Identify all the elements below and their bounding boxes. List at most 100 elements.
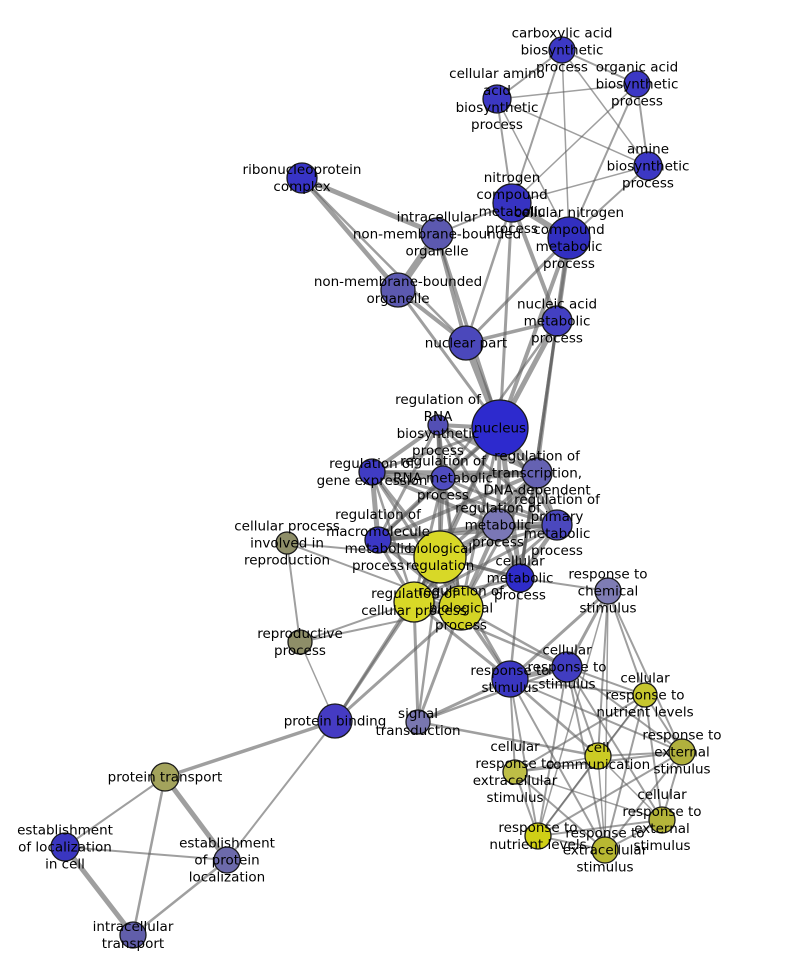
node-label-rextra: response to extracellular stimulus bbox=[563, 826, 648, 876]
edge-namp-ncmp bbox=[510, 201, 559, 323]
edge-oab-ncmp bbox=[511, 83, 638, 204]
edge-comm-crexternal bbox=[597, 755, 663, 821]
edge-rrnamet-rpmp bbox=[441, 476, 559, 527]
node-rext[interactable] bbox=[668, 738, 696, 766]
edge-rnp-nmbo bbox=[299, 175, 401, 293]
node-cmp[interactable] bbox=[505, 563, 535, 593]
node-rstim[interactable] bbox=[491, 660, 529, 698]
node-rchem[interactable] bbox=[594, 577, 622, 605]
edge-rnp-npart bbox=[300, 176, 468, 345]
node-nmbo[interactable] bbox=[380, 272, 416, 308]
edge-rext-rextra bbox=[604, 751, 683, 851]
edge-rgexp-rmp bbox=[370, 470, 500, 527]
node-npart[interactable] bbox=[448, 325, 484, 361]
node-crnl[interactable] bbox=[632, 682, 658, 708]
node-comm[interactable] bbox=[584, 742, 612, 770]
node-bioreg[interactable] bbox=[413, 530, 467, 584]
edge-epl-itrans bbox=[131, 858, 229, 937]
edge-rbp-pbind bbox=[333, 606, 463, 723]
node-label-crnl: cellular response to nutrient levels bbox=[596, 671, 693, 721]
edge-rchem-rextra bbox=[604, 590, 609, 851]
edge-crnl-crextra bbox=[514, 694, 646, 773]
node-label-rcp: regulation of cellular process bbox=[361, 586, 467, 619]
node-label-amine: amine biosynthetic process bbox=[607, 142, 690, 192]
node-itrans[interactable] bbox=[119, 921, 147, 949]
edge-pbind-epl bbox=[226, 720, 336, 861]
node-label-namp: nucleic acid metabolic process bbox=[517, 297, 597, 347]
edge-crstim-rext bbox=[566, 666, 683, 753]
node-inmbo[interactable] bbox=[420, 217, 454, 251]
node-elic[interactable] bbox=[50, 832, 80, 862]
edge-cab-cncmp bbox=[561, 49, 570, 239]
node-nucleus[interactable] bbox=[471, 399, 529, 457]
node-label-repro: reproductive process bbox=[257, 626, 343, 659]
node-rpmp[interactable] bbox=[541, 509, 573, 541]
node-sigt[interactable] bbox=[405, 709, 431, 735]
node-crextra[interactable] bbox=[502, 759, 528, 785]
node-rextra[interactable] bbox=[591, 836, 619, 864]
edge-caab-cncmp bbox=[496, 98, 570, 239]
node-ncmp[interactable] bbox=[492, 183, 532, 223]
node-cpir[interactable] bbox=[275, 531, 299, 555]
node-ptrans[interactable] bbox=[150, 762, 180, 792]
node-label-pbind: protein binding bbox=[284, 714, 387, 730]
node-crexternal[interactable] bbox=[648, 806, 676, 834]
node-label-epl: establishment of protein localization bbox=[179, 836, 275, 886]
node-oab[interactable] bbox=[623, 70, 651, 98]
node-label-oab: organic acid biosynthetic process bbox=[596, 60, 679, 110]
node-rmacmp[interactable] bbox=[364, 526, 392, 554]
node-rtdna[interactable] bbox=[521, 457, 553, 489]
edge-crstim-crexternal bbox=[566, 666, 663, 821]
node-crstim[interactable] bbox=[551, 651, 583, 683]
node-cab[interactable] bbox=[548, 36, 576, 64]
node-label-rstim: response to stimulus bbox=[470, 663, 549, 696]
node-rgexp[interactable] bbox=[358, 458, 386, 486]
node-rrnamet[interactable] bbox=[430, 465, 456, 491]
node-epl[interactable] bbox=[213, 846, 241, 874]
edge-rstim-rchem bbox=[508, 589, 610, 681]
edge-cab-oab bbox=[561, 49, 638, 85]
edge-rchem-rnl bbox=[537, 590, 609, 837]
edge-sigt-crstim bbox=[416, 665, 569, 724]
node-pbind[interactable] bbox=[317, 703, 353, 739]
node-label-rtdna: regulation of transcription, DNA-dependent bbox=[483, 449, 590, 499]
edge-rext-rnl bbox=[537, 751, 683, 837]
node-label-inmbo: intracellular non-membrane-bounded organel… bbox=[353, 210, 521, 260]
node-label-cab: carboxylic acid biosynthetic process bbox=[512, 26, 613, 76]
edge-cab-amine bbox=[561, 49, 649, 167]
edge-ptrans-epl bbox=[162, 774, 230, 863]
node-label-rmp: regulation of metabolic process bbox=[455, 501, 542, 551]
edge-cmp-rchem bbox=[519, 577, 609, 592]
node-namp[interactable] bbox=[541, 305, 573, 337]
node-label-rchem: response to chemical stimulus bbox=[568, 567, 647, 617]
node-label-rnl: response to nutrient levels bbox=[489, 820, 586, 853]
node-label-elic: establishment of localization in cell bbox=[17, 823, 113, 873]
node-label-cncmp: cellular nitrogen compound metabolic proces… bbox=[514, 205, 624, 272]
node-label-cpir: cellular process involved in reproduction bbox=[234, 519, 340, 569]
node-rcp[interactable] bbox=[393, 581, 435, 623]
edge-crextra-crexternal bbox=[514, 771, 663, 821]
node-amine[interactable] bbox=[633, 151, 663, 181]
edge-rgexp-rpmp bbox=[370, 470, 559, 527]
edge-oab-caab bbox=[496, 83, 638, 100]
node-label-nucleus: nucleus bbox=[474, 421, 526, 437]
node-repro[interactable] bbox=[287, 629, 313, 655]
node-rnp[interactable] bbox=[286, 162, 318, 194]
node-rrnabio[interactable] bbox=[427, 414, 449, 436]
node-rbp[interactable] bbox=[438, 585, 484, 631]
node-rnl[interactable] bbox=[524, 822, 552, 850]
node-caab[interactable] bbox=[482, 84, 512, 114]
node-cncmp[interactable] bbox=[547, 216, 591, 260]
edge-pbind-ptrans bbox=[163, 719, 337, 779]
edge-npart-cncmp bbox=[464, 236, 571, 345]
node-label-comm: cell communication bbox=[546, 740, 650, 773]
node-label-crextra: cellular response to extracellular stimulus bbox=[473, 739, 558, 806]
edge-crextra-rextra bbox=[514, 771, 606, 851]
node-rmp[interactable] bbox=[481, 508, 515, 542]
node-label-itrans: intracellular transport bbox=[93, 919, 174, 952]
edge-cpir-repro bbox=[286, 542, 301, 643]
node-label-rbp: regulation of biological process bbox=[418, 584, 505, 634]
edge-bioreg-sigt bbox=[416, 555, 442, 724]
